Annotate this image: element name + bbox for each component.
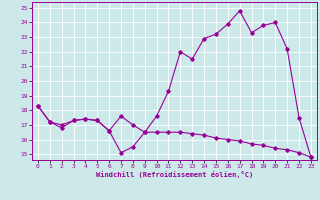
X-axis label: Windchill (Refroidissement éolien,°C): Windchill (Refroidissement éolien,°C): [96, 171, 253, 178]
